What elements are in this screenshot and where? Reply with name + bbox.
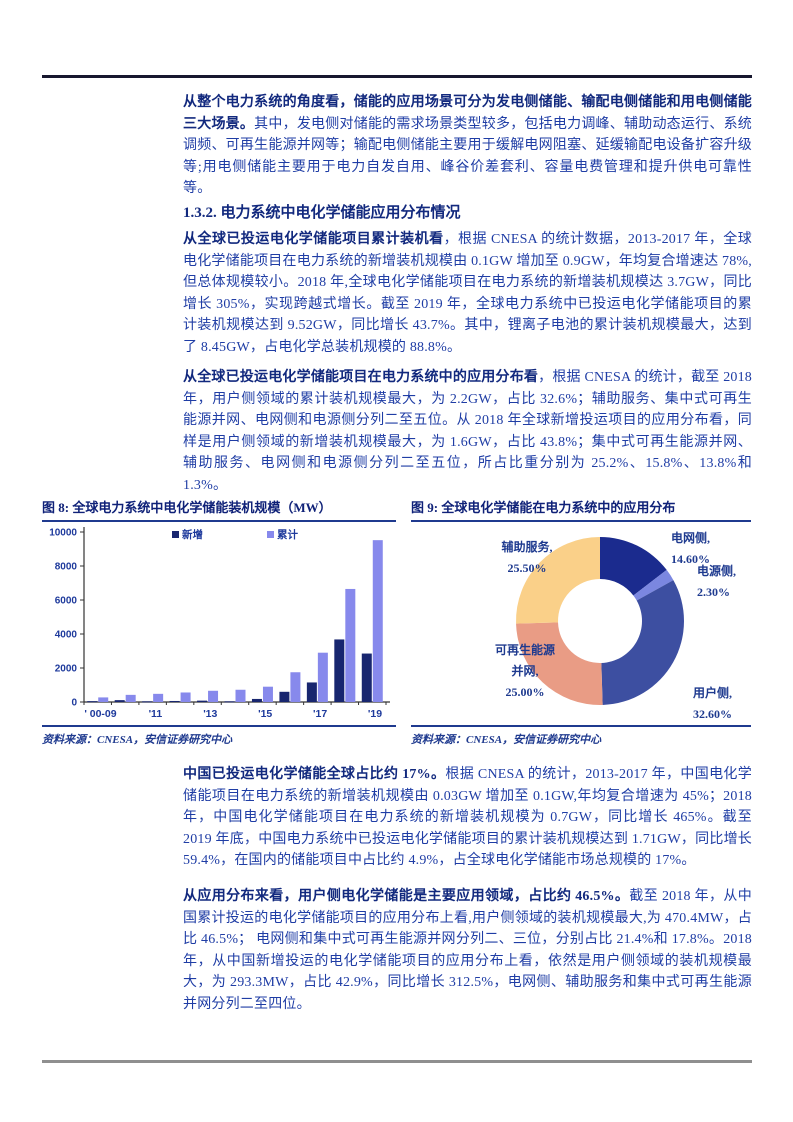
page-top-rule — [42, 75, 752, 78]
figure-9: 图 9: 全球电化学储能在电力系统中的应用分布 电网侧, 14.60% 电源侧, 2… — [411, 500, 751, 747]
paragraph-global-cumulative: 从全球已投运电化学储能项目累计装机看，根据 CNESA 的统计数据，2013-2… — [183, 229, 752, 358]
svg-text:'19: '19 — [368, 708, 382, 720]
figure-8: 图 8: 全球电力系统中电化学储能装机规模（MW） 0 2000 4000 6000 8… — [42, 500, 396, 747]
donut-label-renewables: 可再生能源 并网, 25.00% — [494, 643, 555, 699]
paragraph-body: ，根据 CNESA 的统计，截至 2018 年，用户侧领域的累计装机规模最大，为… — [183, 370, 753, 493]
svg-text:8000: 8000 — [55, 562, 78, 573]
svg-text:4000: 4000 — [55, 630, 78, 641]
paragraph-lead: 从应用分布来看，用户侧电化学储能是主要应用领域，占比约 46.5%。 — [183, 889, 630, 904]
svg-text:2000: 2000 — [55, 664, 78, 675]
svg-text:'11: '11 — [149, 708, 163, 720]
paragraph-body: 其中，发电侧对储能的需求场景类型较多，包括电力调峰、辅助动态运行、系统调频、可再… — [183, 116, 753, 197]
svg-text:0: 0 — [71, 698, 77, 709]
donut-chart — [515, 537, 684, 706]
svg-text:'13: '13 — [203, 708, 217, 720]
paragraph-global-distribution: 从全球已投运电化学储能项目在电力系统中的应用分布看，根据 CNESA 的统计，截… — [183, 367, 752, 496]
svg-text:' 00-09: ' 00-09 — [84, 708, 116, 720]
figure8-source: 资料来源：CNESA，安信证券研究中心 — [42, 725, 396, 747]
paragraph-lead: 中国已投运电化学储能全球占比约 17%。 — [183, 767, 446, 782]
paragraph-china-distribution: 从应用分布来看，用户侧电化学储能是主要应用领域，占比约 46.5%。截至 201… — [183, 886, 752, 1015]
svg-text:6000: 6000 — [55, 596, 78, 607]
paragraph-lead: 从整个电力系统的角度看，储能的应用场景可分为发电侧储能、输配电侧储能和用电侧储能… — [183, 95, 752, 132]
svg-text:新增: 新增 — [182, 528, 203, 541]
donut-label-grid-side: 电网侧, 14.60% — [671, 531, 711, 566]
paragraph-body: 截至 2018 年，从中国累计投运的电化学储能项目的应用分布上看,用户侧领域的装… — [183, 889, 752, 1012]
svg-text:'15: '15 — [258, 708, 272, 720]
paragraph-china-share: 中国已投运电化学储能全球占比约 17%。根据 CNESA 的统计，2013-20… — [183, 764, 752, 872]
donut-label-user-side: 用户侧, 32.60% — [693, 686, 733, 721]
figure8-title: 图 8: 全球电力系统中电化学储能装机规模（MW） — [42, 500, 396, 522]
figure8-chart-area: 0 2000 4000 6000 8000 10000 新增 累计 ' 00-09 '11 '13 '… — [42, 522, 396, 725]
svg-text:'17: '17 — [313, 708, 327, 720]
paragraph-body: ，根据 CNESA 的统计数据，2013-2017 年，全球电化学储能项目在电力… — [183, 232, 752, 355]
section-heading: 1.3.2. 电力系统中电化学储能应用分布情况 — [183, 205, 461, 221]
bar-chart: 0 2000 4000 6000 8000 10000 新增 累计 ' 00-09 '11 '13 '… — [49, 527, 390, 720]
donut-label-power-side: 电源侧, 2.30% — [697, 564, 737, 599]
figure9-chart-area: 电网侧, 14.60% 电源侧, 2.30% 用户侧, 32.60% 可再生能源 并网,… — [411, 522, 751, 725]
paragraph-overview: 从整个电力系统的角度看，储能的应用场景可分为发电侧储能、输配电侧储能和用电侧储能… — [183, 92, 752, 200]
svg-text:10000: 10000 — [49, 528, 77, 539]
page-bottom-rule — [42, 1060, 752, 1063]
donut-label-ancillary: 辅助服务, 25.50% — [501, 540, 553, 575]
figure9-source: 资料来源：CNESA，安信证券研究中心 — [411, 725, 751, 747]
paragraph-lead: 从全球已投运电化学储能项目累计装机看 — [183, 232, 444, 247]
paragraph-lead: 从全球已投运电化学储能项目在电力系统中的应用分布看 — [183, 370, 539, 385]
figure9-title: 图 9: 全球电化学储能在电力系统中的应用分布 — [411, 500, 751, 522]
svg-text:累计: 累计 — [277, 528, 298, 541]
paragraph-body: 根据 CNESA 的统计，2013-2017 年，中国电化学储能项目在电力系统的… — [183, 767, 752, 868]
